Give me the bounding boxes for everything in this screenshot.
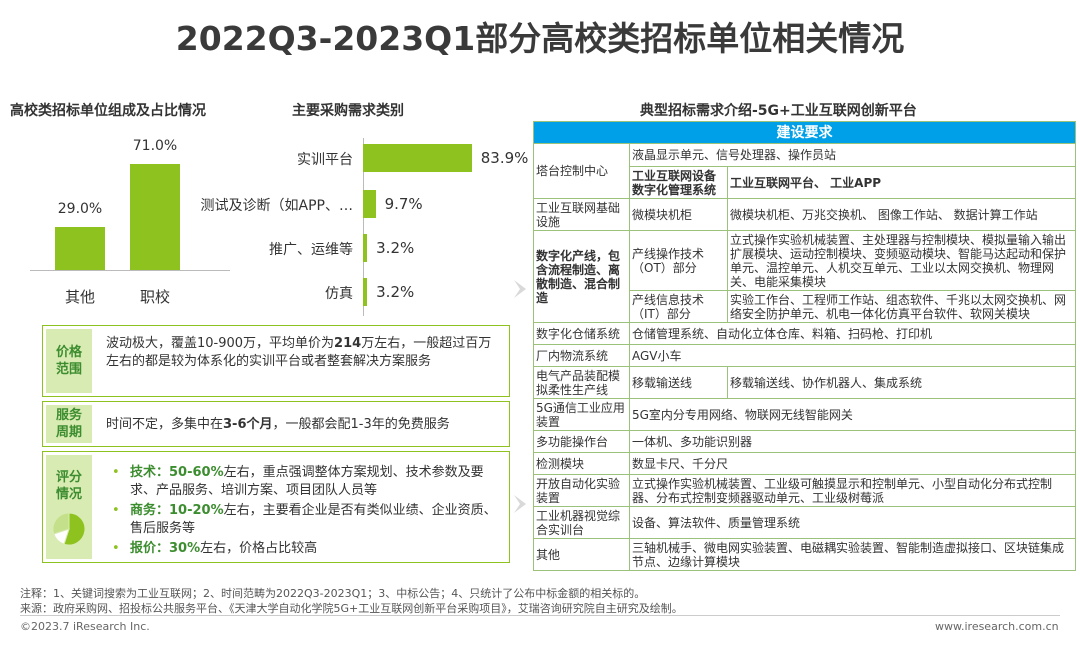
tick-label: 实训平台 [297, 152, 353, 168]
score-text: 左右，主要看企业是否有类似业绩、企业资质、售后服务等 [130, 503, 497, 536]
table-cell: 实验工作台、工程师工作站、组态软件、千兆以太网交换机、网络安全防护单元、机电一体… [726, 290, 1077, 323]
bullet-icon: • [112, 465, 120, 480]
table-row: 开放自动化实验装置 [533, 474, 630, 507]
composition-bar-chart: 29.0% 其他 71.0% 职校 [30, 130, 250, 310]
bar [363, 144, 472, 172]
table-row: 检测模块 [533, 452, 630, 475]
table-cell: 仓储管理系统、自动化立体仓库、料箱、扫码枪、打印机 [628, 322, 1077, 345]
price-tag-label: 价格范围 [55, 345, 82, 377]
footer-divider [20, 615, 1060, 616]
bar [55, 226, 105, 270]
website-link[interactable]: www.iresearch.com.cn [935, 620, 1059, 633]
table-row: 厂内物流系统 [533, 344, 630, 367]
table-cell: 工业互联网平台、 工业APP [726, 166, 1077, 199]
table-cell: 微模块机柜 [629, 198, 728, 231]
period-tag-label: 服务周期 [55, 408, 82, 440]
score-item: • 报价：30%左右，价格占比较高 [112, 540, 502, 558]
tick-label: 职校 [139, 288, 170, 306]
period-text-pre: 时间不定，多集中在 [106, 417, 224, 432]
table-cell: 数显卡尺、千分尺 [628, 452, 1077, 475]
table-cell: 一体机、多功能识别器 [628, 430, 1077, 453]
copyright: ©2023.7 iResearch Inc. [20, 620, 150, 633]
table-cell: AGV小车 [628, 344, 1077, 367]
pie-slice [52, 512, 70, 535]
table-row: 塔台控制中心 [533, 143, 630, 199]
data-label: 29.0% [57, 200, 103, 217]
score-text: 左右，价格占比较高 [200, 541, 318, 556]
period-bold: 3-6个月 [223, 417, 273, 432]
bar [130, 163, 180, 270]
footer-source: 来源：政府采购网、招投标公共服务平台、《天津大学自动化学院5G+工业互联网创新平… [20, 602, 683, 615]
tick-label: 其他 [64, 288, 95, 306]
y-axis-line [363, 138, 364, 316]
price-bold: 214 [334, 336, 362, 351]
bullet-icon: • [112, 541, 120, 556]
price-text: 波动极大，覆盖10-900万，平均单价为214万左右，一般超过百万左右的都是较为… [106, 335, 501, 371]
tick-label: 仿真 [325, 286, 353, 302]
score-text: 左右，重点强调整体方案规划、技术参数及要求、产品服务、培训方案、项目团队人员等 [130, 465, 484, 498]
period-text-post: ，一般都会配1-3年的免费服务 [272, 417, 450, 432]
page-title: 2022Q3-2023Q1部分高校类招标单位相关情况 [175, 19, 905, 58]
table-row: 5G通信工业应用装置 [533, 398, 630, 431]
period-box [42, 401, 510, 447]
table-cell: 微模块机柜、万兆交换机、 图像工作站、 数据计算工作站 [726, 198, 1077, 231]
x-axis-line [30, 270, 230, 271]
tick-label: 测试及诊断（如APP、… [200, 198, 353, 214]
table-cell: 5G室内分专用网络、物联网无线智能网关 [628, 398, 1077, 431]
table-row: 其他 [533, 538, 630, 571]
score-tag-label: 评分情况 [55, 470, 82, 502]
data-label: 71.0% [132, 137, 178, 154]
bar [363, 278, 368, 306]
bar [363, 234, 368, 262]
requirements-table: 建设要求 塔台控制中心 液晶显示单元、信号处理器、操作员站 工业互联网设备数字化管… [532, 121, 1077, 571]
table-row: 工业互联网基础设施 [533, 198, 630, 231]
score-item: • 技术：50-60%左右，重点强调整体方案规划、技术参数及要求、产品服务、培训方… [112, 464, 502, 500]
price-text-post: 万左右，一般超过百万左右的都是较为体系化的实训平台或者整套解决方案服务 [106, 336, 492, 369]
score-list: • 技术：50-60%左右，重点强调整体方案规划、技术参数及要求、产品服务、培训方… [112, 464, 502, 560]
procurement-bar-chart: 83.9% 实训平台 9.7% 测试及诊断（如APP、… 3.2% 推广、运维等 3.2% 仿… [180, 130, 528, 320]
score-pie-icon [52, 512, 86, 546]
data-label: 9.7% [384, 195, 423, 213]
score-bold: 商务：10-20% [130, 503, 224, 518]
table-row: 电气产品装配模拟柔性生产线 [533, 366, 630, 399]
footer-note: 注释：1、关键词搜索为工业互联网；2、时间范畴为2022Q3-2023Q1；3、… [20, 587, 646, 600]
left-chart-heading: 高校类招标单位组成及占比情况 [10, 103, 206, 119]
table-row: 多功能操作台 [533, 430, 630, 453]
period-tag: 服务周期 [46, 405, 92, 443]
table-row: 数字化仓储系统 [533, 322, 630, 345]
price-text-pre: 波动极大，覆盖10-900万，平均单价为 [106, 336, 335, 351]
bar [363, 190, 376, 218]
arrow-icon [514, 280, 526, 298]
score-box [42, 451, 510, 563]
table-cell: 移载输送线 [629, 366, 728, 399]
period-text: 时间不定，多集中在3-6个月，一般都会配1-3年的免费服务 [106, 416, 501, 434]
table-cell: 移载输送线、协作机器人、集成系统 [726, 366, 1077, 399]
table-cell: 液晶显示单元、信号处理器、操作员站 [628, 143, 1077, 167]
data-label: 3.2% [376, 283, 415, 301]
price-box [42, 325, 510, 397]
table-cell: 立式操作实验机械装置、工业级可触摸显示和控制单元、小型自动化分布式控制器、分布式… [628, 474, 1077, 507]
table-cell: 立式操作实验机械装置、主处理器与控制模块、模拟量输入输出扩展模块、运动控制模块、… [726, 230, 1077, 291]
price-tag: 价格范围 [46, 329, 92, 393]
score-item: • 商务：10-20%左右，主要看企业是否有类似业绩、企业资质、售后服务等 [112, 502, 502, 538]
arrow-icon [514, 495, 526, 513]
data-label: 3.2% [376, 239, 415, 257]
table-header: 建设要求 [532, 121, 1077, 144]
score-bold: 报价：30% [130, 541, 201, 556]
table-cell: 设备、算法软件、质量管理系统 [628, 506, 1077, 539]
bullet-icon: • [112, 503, 120, 518]
table-row: 数字化产线，包含流程制造、离散制造、混合制造 [533, 230, 630, 323]
table-cell: 产线信息技术（IT）部分 [629, 290, 728, 323]
tick-label: 推广、运维等 [269, 242, 353, 258]
score-tag: 评分情况 [46, 455, 92, 559]
score-bold: 技术：50-60% [130, 465, 224, 480]
table-cell: 三轴机械手、微电网实验装置、电磁耦实验装置、智能制造虚拟接口、区块链集成节点、边… [628, 538, 1077, 571]
mid-chart-heading: 主要采购需求类别 [292, 103, 404, 119]
data-label: 83.9% [480, 149, 529, 167]
table-row: 工业机器视觉综合实训台 [533, 506, 630, 539]
table-heading: 典型招标需求介绍-5G+工业互联网创新平台 [640, 103, 917, 119]
table-cell: 产线操作技术（OT）部分 [629, 230, 728, 291]
table-cell: 工业互联网设备数字化管理系统 [629, 166, 728, 199]
